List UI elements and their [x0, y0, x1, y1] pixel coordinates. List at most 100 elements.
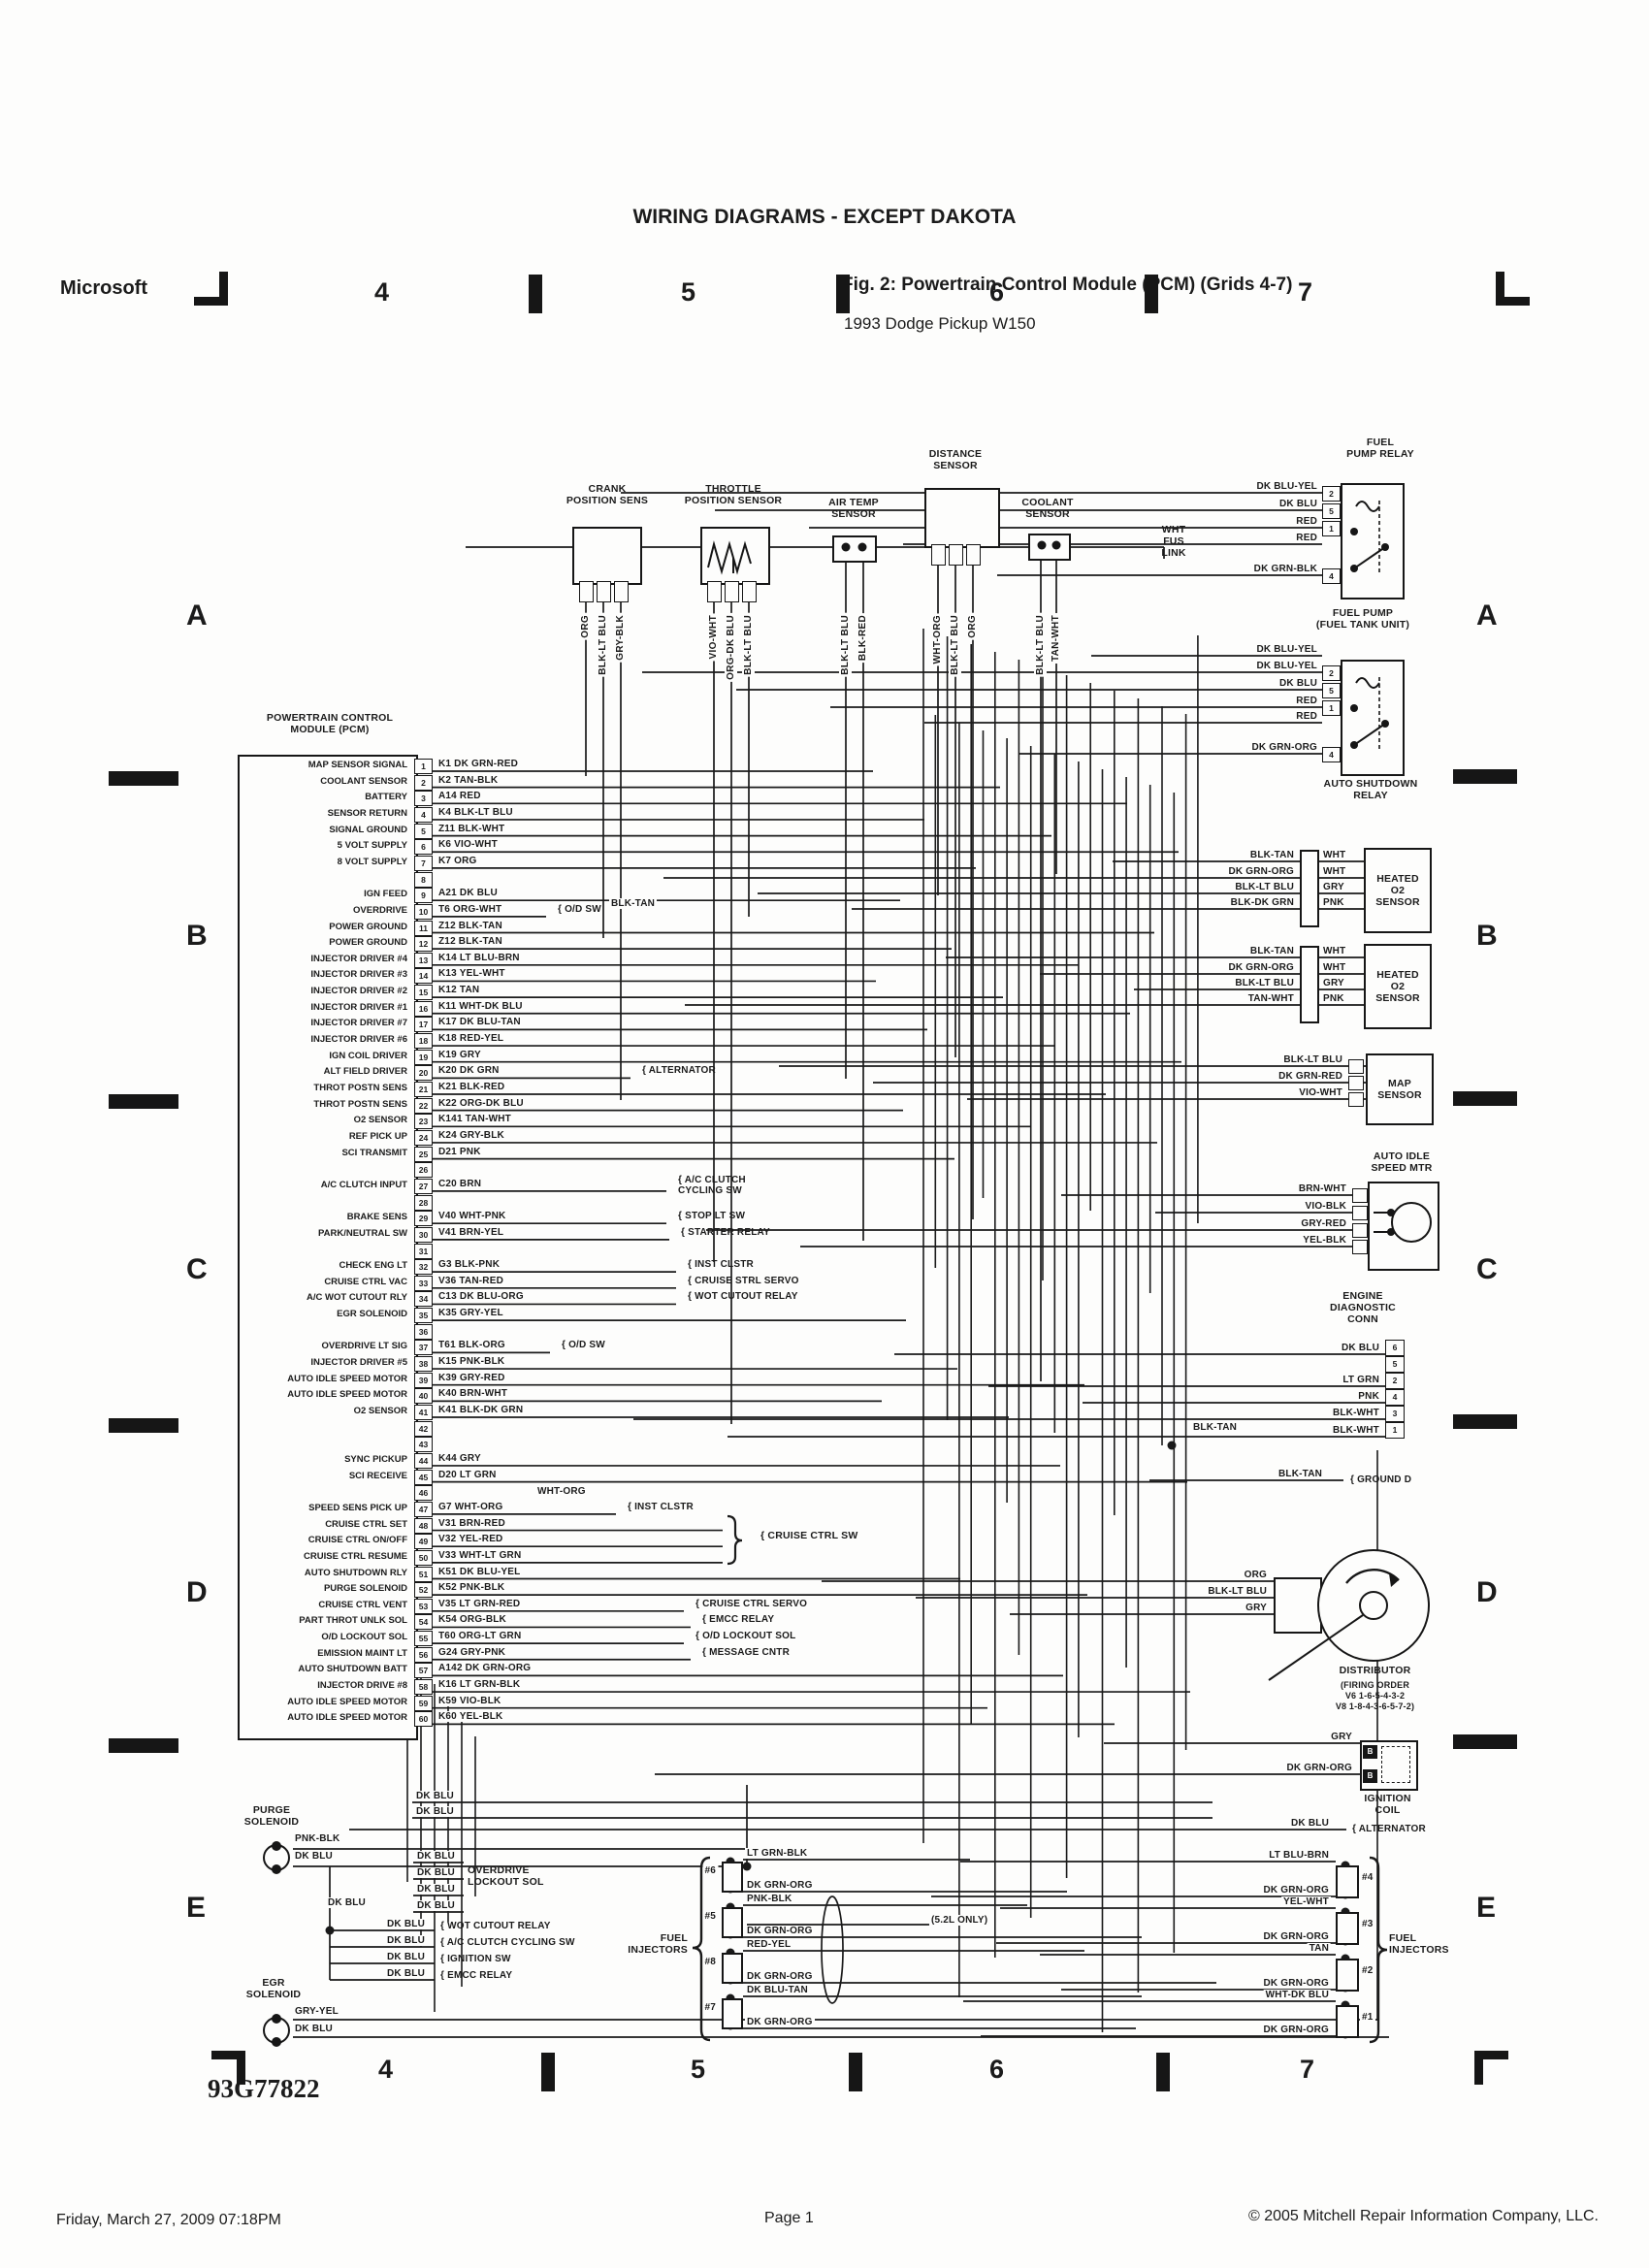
- connector-pin: [742, 581, 757, 602]
- pcm-pin-function: INJECTOR DRIVER #3: [310, 969, 407, 981]
- pcm-pin-function: AUTO SHUTDOWN RLY: [304, 1567, 407, 1578]
- sensor-wire-label: VIO-WHT: [707, 613, 720, 662]
- pcm-wire-label: C13 DK BLU-ORG: [436, 1291, 526, 1303]
- pcm-pin-function: POWER GROUND: [329, 921, 407, 932]
- grid-number: 7: [1298, 277, 1313, 307]
- pcm-pin-function: INJECTOR DRIVE #8: [317, 1680, 407, 1692]
- distributor-symbol: [1268, 1549, 1430, 1681]
- pcm-pin-number: 11: [414, 920, 433, 936]
- o2-wire-label: WHT: [1321, 962, 1348, 973]
- pcm-pin-number: 15: [414, 985, 433, 1001]
- ais-wire-label: VIO-BLK: [1303, 1201, 1348, 1212]
- grid-letter: B: [186, 920, 208, 952]
- pcm-pin-function: A/C CLUTCH INPUT: [320, 1179, 407, 1190]
- pcm-pin-number: 27: [414, 1178, 433, 1194]
- pcm-wire-target: CRUISE CTRL SERVO: [694, 1599, 809, 1609]
- injector-id: #7: [702, 2002, 718, 2013]
- pcm-pin-function: CRUISE CTRL VAC: [324, 1276, 407, 1287]
- od-sw-ground-annotation: BLK-TAN: [609, 898, 658, 909]
- pcm-pin-function: THROT POSTN SENS: [313, 1083, 407, 1093]
- pcm-pin-number: 47: [414, 1501, 433, 1517]
- relay-pin-number: 4: [1322, 747, 1341, 762]
- pcm-pin-function: O2 SENSOR: [353, 1115, 407, 1126]
- footer-date: Friday, March 27, 2009 07:18PM: [56, 2212, 281, 2228]
- grid-number: 4: [374, 277, 390, 307]
- air-temp-sensor-label: AIR TEMP SENSOR: [828, 497, 879, 520]
- grid-letter: D: [186, 1576, 208, 1608]
- relay-symbol: [1350, 501, 1389, 574]
- grid-letter: D: [1476, 1576, 1498, 1608]
- ais-wire-label: BRN-WHT: [1296, 1183, 1348, 1194]
- air-temp-sensor: [832, 535, 877, 563]
- map-wire-label: DK GRN-RED: [1277, 1071, 1344, 1082]
- pcm-wire-label: K14 LT BLU-BRN: [436, 952, 522, 963]
- pcm-pin-function: CRUISE CTRL VENT: [318, 1599, 407, 1610]
- grid-tick: [1453, 1414, 1517, 1429]
- o2-wire-label: BLK-TAN: [1247, 946, 1296, 956]
- o2-wire-label: WHT: [1321, 866, 1348, 877]
- connector-pin: [966, 544, 981, 566]
- injector-id: #8: [702, 1957, 718, 1967]
- grid-tick: [109, 771, 178, 786]
- coil-pin-b-plus: B: [1363, 1745, 1377, 1759]
- pcm-pin-number: 35: [414, 1308, 433, 1324]
- pcm-pin-number: 33: [414, 1275, 433, 1291]
- pcm-pin-function: BRAKE SENS: [346, 1212, 407, 1223]
- branch-wire-label: DK BLU: [385, 1919, 427, 1929]
- map-wire-label: BLK-LT BLU: [1281, 1054, 1344, 1065]
- grid-number: 4: [378, 2055, 394, 2084]
- injector-wire-label: RED-YEL: [745, 1939, 793, 1950]
- pcm-wire-target: ALTERNATOR: [640, 1065, 718, 1076]
- pcm-wire-label: K59 VIO-BLK: [436, 1695, 503, 1706]
- pcm-wire-label: K51 DK BLU-YEL: [436, 1566, 523, 1577]
- pcm-wire-label: K15 PNK-BLK: [436, 1356, 507, 1368]
- pcm-pin-function: SENSOR RETURN: [327, 807, 407, 819]
- distributor-wire-label: BLK-LT BLU: [1206, 1586, 1269, 1597]
- distributor-wire-label: GRY: [1244, 1603, 1269, 1613]
- pcm-wire-label: V40 WHT-PNK: [436, 1211, 508, 1222]
- pcm-wire-target: WOT CUTOUT RELAY: [686, 1291, 800, 1302]
- pcm-wire-label: K41 BLK-DK GRN: [436, 1405, 526, 1415]
- connector-pin: [931, 544, 946, 566]
- o2-wire-label: BLK-LT BLU: [1233, 882, 1296, 892]
- pcm-pin-function: PURGE SOLENOID: [323, 1583, 407, 1595]
- pcm-wire-label: V32 YEL-RED: [436, 1534, 505, 1545]
- injector-wire-label: DK GRN-ORG: [1261, 1931, 1331, 1942]
- sensor-wire-label: BLK-LT BLU: [949, 613, 961, 677]
- fus-link-label: WHT FUS LINK: [1161, 524, 1186, 559]
- sensor-wire-label: WHT-ORG: [931, 613, 944, 666]
- pcm-pin-function: MAP SENSOR SIGNAL: [307, 760, 407, 770]
- connector-pin: [1352, 1240, 1368, 1254]
- connector-pin: [707, 581, 722, 602]
- connector-pin: [1352, 1223, 1368, 1238]
- pcm-wire-label: V35 LT GRN-RED: [436, 1598, 523, 1609]
- grid-tick: [1453, 769, 1517, 784]
- o2-wire-label: BLK-DK GRN: [1228, 897, 1296, 908]
- diag-pin-number: 3: [1385, 1406, 1405, 1422]
- figure-subtitle: 1993 Dodge Pickup W150: [844, 314, 1036, 333]
- o2-lower-connector: [1300, 946, 1319, 1023]
- heated-o2-sensor-upper: HEATED O2 SENSOR: [1364, 848, 1432, 933]
- pcm-wire-label: T61 BLK-ORG: [436, 1340, 507, 1351]
- connector-pin: [614, 581, 629, 602]
- pcm-pin-number: 34: [414, 1291, 433, 1308]
- pcm-pin-number: 39: [414, 1372, 433, 1388]
- relay-pin-number: 1: [1322, 700, 1341, 716]
- grid-tick: [109, 1418, 178, 1433]
- pcm-wire-label: A142 DK GRN-ORG: [436, 1663, 534, 1674]
- grid-tick: [1145, 275, 1158, 313]
- relay-wire-label: RED: [1294, 533, 1319, 543]
- pcm-wire-label: K16 LT GRN-BLK: [436, 1679, 523, 1691]
- connector-pin: [1348, 1076, 1364, 1090]
- grid-tick: [109, 1094, 178, 1109]
- pcm-pin-number: 10: [414, 903, 433, 920]
- pcm-pin-function: THROT POSTN SENS: [313, 1098, 407, 1110]
- pcm-pin-number: 49: [414, 1534, 433, 1550]
- pcm-wire-label: V31 BRN-RED: [436, 1517, 507, 1529]
- pcm-pin-number: 37: [414, 1340, 433, 1356]
- relay-pin-number: 2: [1322, 486, 1341, 502]
- pcm-pin-function: 8 VOLT SUPPLY: [337, 856, 407, 867]
- pcm-pin-number: 16: [414, 1000, 433, 1017]
- pcm-pin-function: O2 SENSOR: [353, 1406, 407, 1416]
- pcm-pin-function: AUTO IDLE SPEED MOTOR: [287, 1389, 407, 1401]
